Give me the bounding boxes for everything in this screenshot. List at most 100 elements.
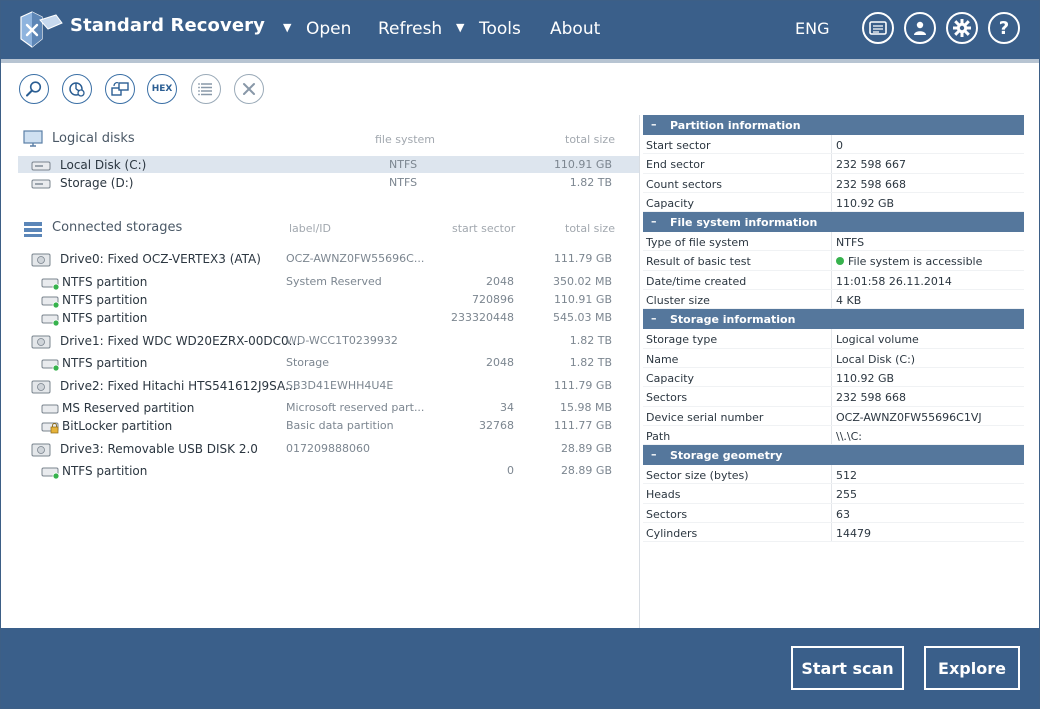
storage-start-sector: 32768 xyxy=(479,419,514,432)
search-tool-button[interactable] xyxy=(19,74,49,104)
partition-row[interactable]: NTFS partition 720896 110.91 GB xyxy=(18,291,639,308)
property-separator xyxy=(831,406,832,425)
log-icon xyxy=(869,21,887,35)
storage-label: Basic data partition xyxy=(286,419,394,432)
storage-label: Storage xyxy=(286,356,330,369)
property-value: 11:01:58 26.11.2014 xyxy=(836,274,952,288)
partition-name: BitLocker partition xyxy=(62,419,173,433)
open-dropdown-arrow-icon[interactable]: ▼ xyxy=(283,21,292,34)
app-title: Standard Recovery xyxy=(70,15,265,36)
property-row: Heads 255 xyxy=(643,484,1024,504)
property-key: Date/time created xyxy=(646,274,747,288)
hex-icon: HEX xyxy=(151,84,173,94)
property-separator xyxy=(831,232,832,251)
logical-disk-fs: NTFS xyxy=(389,158,418,171)
property-value: 63 xyxy=(836,507,850,521)
property-value: Local Disk (C:) xyxy=(836,352,916,366)
property-row: Cluster size 4 KB xyxy=(643,290,1024,310)
storage-start-sector: 0 xyxy=(507,464,514,477)
property-row: Storage type Logical volume xyxy=(643,329,1024,349)
logical-disk-row[interactable]: Local Disk (C:) NTFS 110.91 GB xyxy=(18,156,639,173)
property-group-header[interactable]: – Partition information xyxy=(643,115,1024,135)
property-separator xyxy=(831,425,832,445)
partition-row[interactable]: NTFS partition 0 28.89 GB xyxy=(18,462,639,479)
property-value: 232 598 668 xyxy=(836,391,906,405)
property-group-header[interactable]: – File system information xyxy=(643,212,1024,233)
storage-drive-row[interactable]: Drive0: Fixed OCZ-VERTEX3 (ATA) OCZ-AWNZ0… xyxy=(18,250,639,267)
partition-row[interactable]: NTFS partition Storage 2048 1.82 TB xyxy=(18,354,639,371)
property-group-title: Storage geometry xyxy=(670,449,783,463)
logical-disk-size: 110.91 GB xyxy=(553,158,612,171)
help-icon: ? xyxy=(998,17,1010,39)
convert-tool-button[interactable] xyxy=(105,74,135,104)
explore-button[interactable]: Explore xyxy=(924,646,1020,690)
tools-dropdown-arrow-icon[interactable]: ▼ xyxy=(456,21,465,34)
storage-size: 28.89 GB xyxy=(560,442,612,455)
logical-fs-column-header: file system xyxy=(375,133,436,146)
locked-partition-icon xyxy=(41,422,59,434)
storage-size: 111.77 GB xyxy=(553,419,612,432)
property-key: Heads xyxy=(646,488,681,502)
property-value: 232 598 668 xyxy=(836,177,906,191)
close-tool-button[interactable] xyxy=(234,74,264,104)
hard-drive-icon xyxy=(31,335,51,349)
storages-label-column-header: label/ID xyxy=(289,222,332,235)
property-group-title: Partition information xyxy=(670,119,801,132)
storage-drive-row[interactable]: Drive2: Fixed Hitachi HTS541612J9SA... SB… xyxy=(18,377,639,394)
partition-row[interactable]: NTFS partition System Reserved 2048 350.02 … xyxy=(18,273,639,290)
property-value: Logical volume xyxy=(836,333,919,347)
collapse-icon[interactable]: – xyxy=(651,448,657,462)
property-key: Sector size (bytes) xyxy=(646,469,749,483)
property-group-header[interactable]: – Storage information xyxy=(643,309,1024,330)
partition-row[interactable]: NTFS partition 233320448 545.03 MB xyxy=(18,309,639,326)
user-button[interactable] xyxy=(904,12,936,44)
settings-button[interactable] xyxy=(946,12,978,44)
list-tool-button[interactable] xyxy=(191,74,221,104)
partition-icon xyxy=(41,404,59,414)
storage-start-sector: 720896 xyxy=(472,293,514,306)
property-row: Result of basic test File system is acces… xyxy=(643,251,1024,271)
search-icon xyxy=(26,81,42,97)
partition-ok-icon xyxy=(41,314,60,326)
property-separator xyxy=(831,329,832,348)
property-key: Start sector xyxy=(646,139,711,152)
property-key: Path xyxy=(646,429,671,443)
start-scan-button[interactable]: Start scan xyxy=(791,646,904,690)
property-separator xyxy=(831,523,832,542)
storage-start-sector: 2048 xyxy=(486,356,514,369)
menu-tools[interactable]: Tools xyxy=(479,19,521,39)
hex-editor-button[interactable]: HEX xyxy=(147,74,177,104)
partition-ok-icon xyxy=(41,359,60,371)
logical-disk-row[interactable]: Storage (D:) NTFS 1.82 TB xyxy=(18,174,639,191)
analysis-tool-button[interactable] xyxy=(62,74,92,104)
help-button[interactable]: ? xyxy=(988,12,1020,44)
storage-label: Microsoft reserved part... xyxy=(286,401,425,414)
menu-about[interactable]: About xyxy=(550,19,601,39)
property-key: Storage type xyxy=(646,333,718,347)
property-separator xyxy=(831,387,832,406)
property-group-title: File system information xyxy=(670,216,818,230)
menu-refresh[interactable]: Refresh xyxy=(378,19,443,39)
property-group-header[interactable]: – Storage geometry xyxy=(643,445,1024,466)
partition-name: NTFS partition xyxy=(62,275,148,289)
logical-size-column-header: total size xyxy=(565,133,615,146)
partition-row[interactable]: BitLocker partition Basic data partition 3… xyxy=(18,417,639,434)
log-button[interactable] xyxy=(862,12,894,44)
storage-drive-row[interactable]: Drive1: Fixed WDC WD20EZRX-00DC0... WD-WC… xyxy=(18,332,639,349)
language-selector[interactable]: ENG xyxy=(795,19,830,38)
collapse-icon[interactable]: – xyxy=(651,118,657,131)
menu-open[interactable]: Open xyxy=(306,19,352,39)
property-separator xyxy=(831,290,832,309)
partition-row[interactable]: MS Reserved partition Microsoft reserved … xyxy=(18,399,639,416)
partition-name: MS Reserved partition xyxy=(62,401,195,415)
property-value: 4 KB xyxy=(836,294,862,308)
header-divider xyxy=(1,59,1039,63)
collapse-icon[interactable]: – xyxy=(651,312,657,326)
collapse-icon[interactable]: – xyxy=(651,215,657,229)
storage-drive-row[interactable]: Drive3: Removable USB DISK 2.0 0172098880… xyxy=(18,440,639,457)
storage-panel: Logical disks file system total size Loc… xyxy=(1,115,639,629)
property-value: 512 xyxy=(836,469,857,483)
logical-disk-icon xyxy=(31,179,51,188)
storages-start-column-header: start sector xyxy=(452,222,516,235)
hard-drive-icon xyxy=(31,443,51,457)
